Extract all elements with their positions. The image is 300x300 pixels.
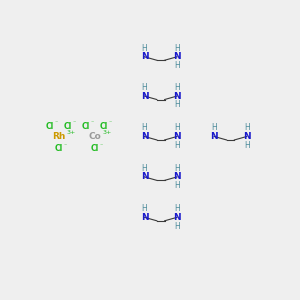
Text: ⁻: ⁻ (99, 144, 103, 149)
Text: Cl: Cl (45, 122, 53, 130)
Text: Cl: Cl (99, 122, 108, 130)
Text: N: N (173, 213, 181, 222)
Text: Cl: Cl (63, 122, 72, 130)
Text: N: N (173, 172, 181, 182)
Text: ⁻: ⁻ (63, 144, 67, 149)
Text: H: H (244, 123, 250, 132)
Text: H: H (174, 100, 180, 109)
Text: H: H (142, 83, 147, 92)
Text: H: H (174, 141, 180, 150)
Text: H: H (142, 204, 147, 213)
Text: N: N (173, 92, 181, 100)
Text: ⁻: ⁻ (90, 122, 94, 127)
Text: H: H (244, 141, 250, 150)
Text: Rh: Rh (52, 132, 65, 141)
Text: H: H (142, 44, 147, 52)
Text: H: H (174, 123, 180, 132)
Text: H: H (174, 222, 180, 231)
Text: H: H (174, 204, 180, 213)
Text: ⁻: ⁻ (72, 122, 76, 127)
Text: N: N (141, 92, 148, 100)
Text: Co: Co (88, 132, 101, 141)
Text: 3+: 3+ (103, 130, 112, 135)
Text: H: H (211, 123, 217, 132)
Text: ⁻: ⁻ (54, 122, 58, 127)
Text: N: N (141, 52, 148, 61)
Text: Cl: Cl (81, 122, 89, 130)
Text: H: H (174, 181, 180, 190)
Text: H: H (142, 123, 147, 132)
Text: N: N (243, 132, 250, 141)
Text: H: H (142, 164, 147, 172)
Text: 3+: 3+ (67, 130, 76, 135)
Text: N: N (173, 52, 181, 61)
Text: N: N (210, 132, 218, 141)
Text: N: N (173, 132, 181, 141)
Text: Cl: Cl (90, 144, 99, 153)
Text: H: H (174, 83, 180, 92)
Text: N: N (141, 172, 148, 182)
Text: N: N (141, 213, 148, 222)
Text: H: H (174, 44, 180, 52)
Text: ⁻: ⁻ (108, 122, 112, 127)
Text: H: H (174, 164, 180, 172)
Text: Cl: Cl (54, 144, 62, 153)
Text: N: N (141, 132, 148, 141)
Text: H: H (174, 61, 180, 70)
